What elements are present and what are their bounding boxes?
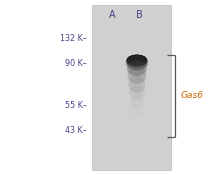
Ellipse shape (127, 66, 146, 84)
Text: B: B (136, 10, 142, 20)
Ellipse shape (126, 55, 147, 66)
Text: 55 K–: 55 K– (65, 101, 87, 110)
Ellipse shape (127, 55, 147, 64)
Text: A: A (108, 10, 115, 20)
Ellipse shape (130, 94, 144, 108)
Ellipse shape (128, 75, 145, 93)
Ellipse shape (126, 56, 148, 70)
Text: 90 K–: 90 K– (65, 59, 87, 68)
Ellipse shape (127, 60, 147, 76)
Text: 132 K–: 132 K– (60, 34, 87, 43)
Text: 43 K–: 43 K– (65, 126, 87, 135)
Ellipse shape (126, 55, 148, 68)
Text: Gas6: Gas6 (181, 91, 204, 100)
Bar (92, 5, 171, 170)
Ellipse shape (131, 104, 143, 116)
Ellipse shape (129, 85, 145, 101)
